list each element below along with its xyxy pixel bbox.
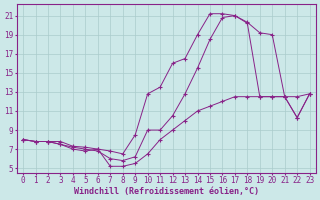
X-axis label: Windchill (Refroidissement éolien,°C): Windchill (Refroidissement éolien,°C) [74, 187, 259, 196]
